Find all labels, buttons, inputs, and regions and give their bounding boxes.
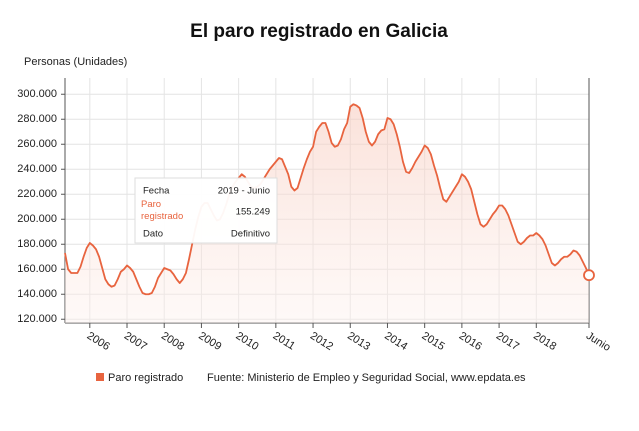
- x-tick-label: Junio: [584, 330, 613, 354]
- point-marker: [583, 269, 595, 282]
- x-tick-label: 2018: [531, 330, 558, 353]
- tooltip-value: 155.249: [236, 207, 270, 218]
- tooltip: Fecha 2019 - Junio Paro registrado 155.2…: [134, 177, 278, 244]
- x-tick-label: 2007: [122, 330, 149, 353]
- tooltip-value: Definitivo: [231, 229, 270, 240]
- legend-swatch: [96, 373, 104, 381]
- tooltip-key: Fecha: [143, 186, 170, 197]
- plot-area: 120.000 140.000 160.000 180.000 200.000 220.0…: [17, 78, 613, 354]
- chart-title: El paro registrado en Galicia: [190, 21, 448, 42]
- tooltip-box: [134, 177, 278, 244]
- tooltip-value: 2019 - Junio: [218, 186, 270, 197]
- y-axis-label: Personas (Unidades): [24, 56, 127, 68]
- x-tick-label: 2013: [345, 330, 372, 353]
- tooltip-key: Dato: [143, 229, 163, 240]
- y-tick-label: 200.000: [17, 213, 57, 225]
- area: [65, 104, 589, 323]
- x-tick-label: 2006: [85, 330, 112, 353]
- legend-label: Paro registrado: [108, 372, 183, 384]
- y-tick-label: 260.000: [17, 138, 57, 150]
- source-note: Fuente: Ministerio de Empleo y Seguridad…: [207, 372, 526, 384]
- x-tick-label: 2015: [420, 330, 447, 353]
- y-tick-label: 120.000: [17, 313, 57, 325]
- x-tick-label: 2009: [196, 330, 223, 353]
- y-tick-label: 240.000: [17, 163, 57, 175]
- x-tick-label: 2016: [457, 330, 484, 353]
- y-tick-label: 180.000: [17, 238, 57, 250]
- y-tick-label: 280.000: [17, 113, 57, 125]
- y-tick-label: 220.000: [17, 188, 57, 200]
- x-tick-label: 2008: [159, 330, 186, 353]
- tooltip-key-wrap: Paro registrado: [141, 199, 184, 222]
- line: [64, 103, 590, 296]
- x-tick-label: 2010: [234, 330, 261, 353]
- y-tick-label: 300.000: [17, 88, 57, 100]
- y-tick-label: 140.000: [17, 288, 57, 300]
- x-tick-label: 2014: [382, 330, 409, 353]
- x-tick-label: 2011: [271, 330, 297, 353]
- x-tick-label: 2012: [308, 330, 335, 353]
- y-tick-label: 160.000: [17, 263, 57, 275]
- tooltip-key: Paro registrado: [141, 199, 184, 222]
- x-tick-label: 2017: [494, 330, 521, 353]
